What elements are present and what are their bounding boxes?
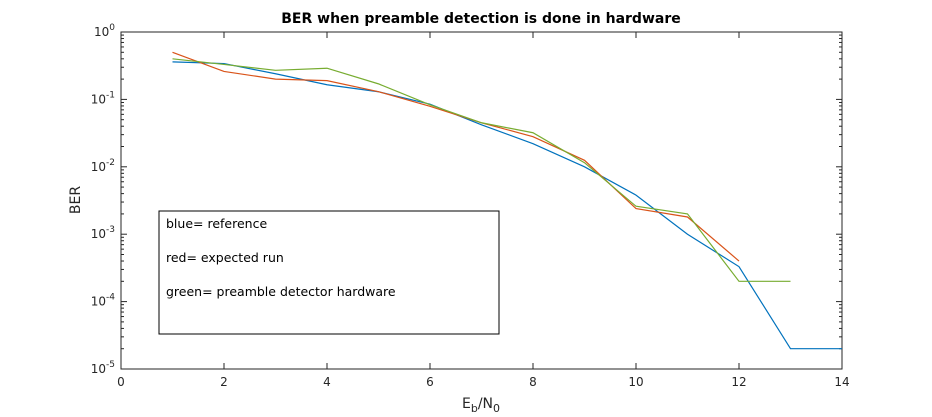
x-axis-label: Eb/N0 xyxy=(462,396,500,415)
x-axis-ticks: 0 2 4 6 8 10 12 14 xyxy=(117,32,850,389)
series-line-0 xyxy=(172,61,842,350)
x-tick-label: 0 xyxy=(117,375,125,389)
x-tick-label: 14 xyxy=(834,375,849,389)
y-tick-label: 10-3 xyxy=(91,225,115,241)
note-box-frame xyxy=(158,210,500,335)
x-tick-label: 2 xyxy=(220,375,228,389)
x-tick-label: 10 xyxy=(628,375,643,389)
x-tick-label: 4 xyxy=(323,375,331,389)
note-line-red: red= expected run xyxy=(166,250,284,265)
series-line-1 xyxy=(172,51,740,262)
legend-note-box: blue= reference red= expected run green=… xyxy=(158,210,500,335)
y-tick-label: 100 xyxy=(94,23,115,39)
note-line-blue: blue= reference xyxy=(166,216,267,231)
y-tick-label: 10-1 xyxy=(91,90,115,106)
note-line-green: green= preamble detector hardware xyxy=(166,284,396,299)
y-tick-label: 10-4 xyxy=(91,293,116,309)
x-tick-label: 8 xyxy=(529,375,537,389)
y-tick-label: 10-5 xyxy=(91,360,115,376)
x-tick-label: 12 xyxy=(731,375,746,389)
x-tick-label: 6 xyxy=(426,375,434,389)
chart-title: BER when preamble detection is done in h… xyxy=(281,11,680,27)
series-layer xyxy=(172,51,842,350)
y-axis-label: BER xyxy=(68,186,84,214)
series-line-2 xyxy=(172,58,791,282)
y-axis-ticks: 100 10-1 10-2 10-3 10-4 10-5 xyxy=(91,23,842,376)
y-tick-label: 10-2 xyxy=(91,158,115,174)
